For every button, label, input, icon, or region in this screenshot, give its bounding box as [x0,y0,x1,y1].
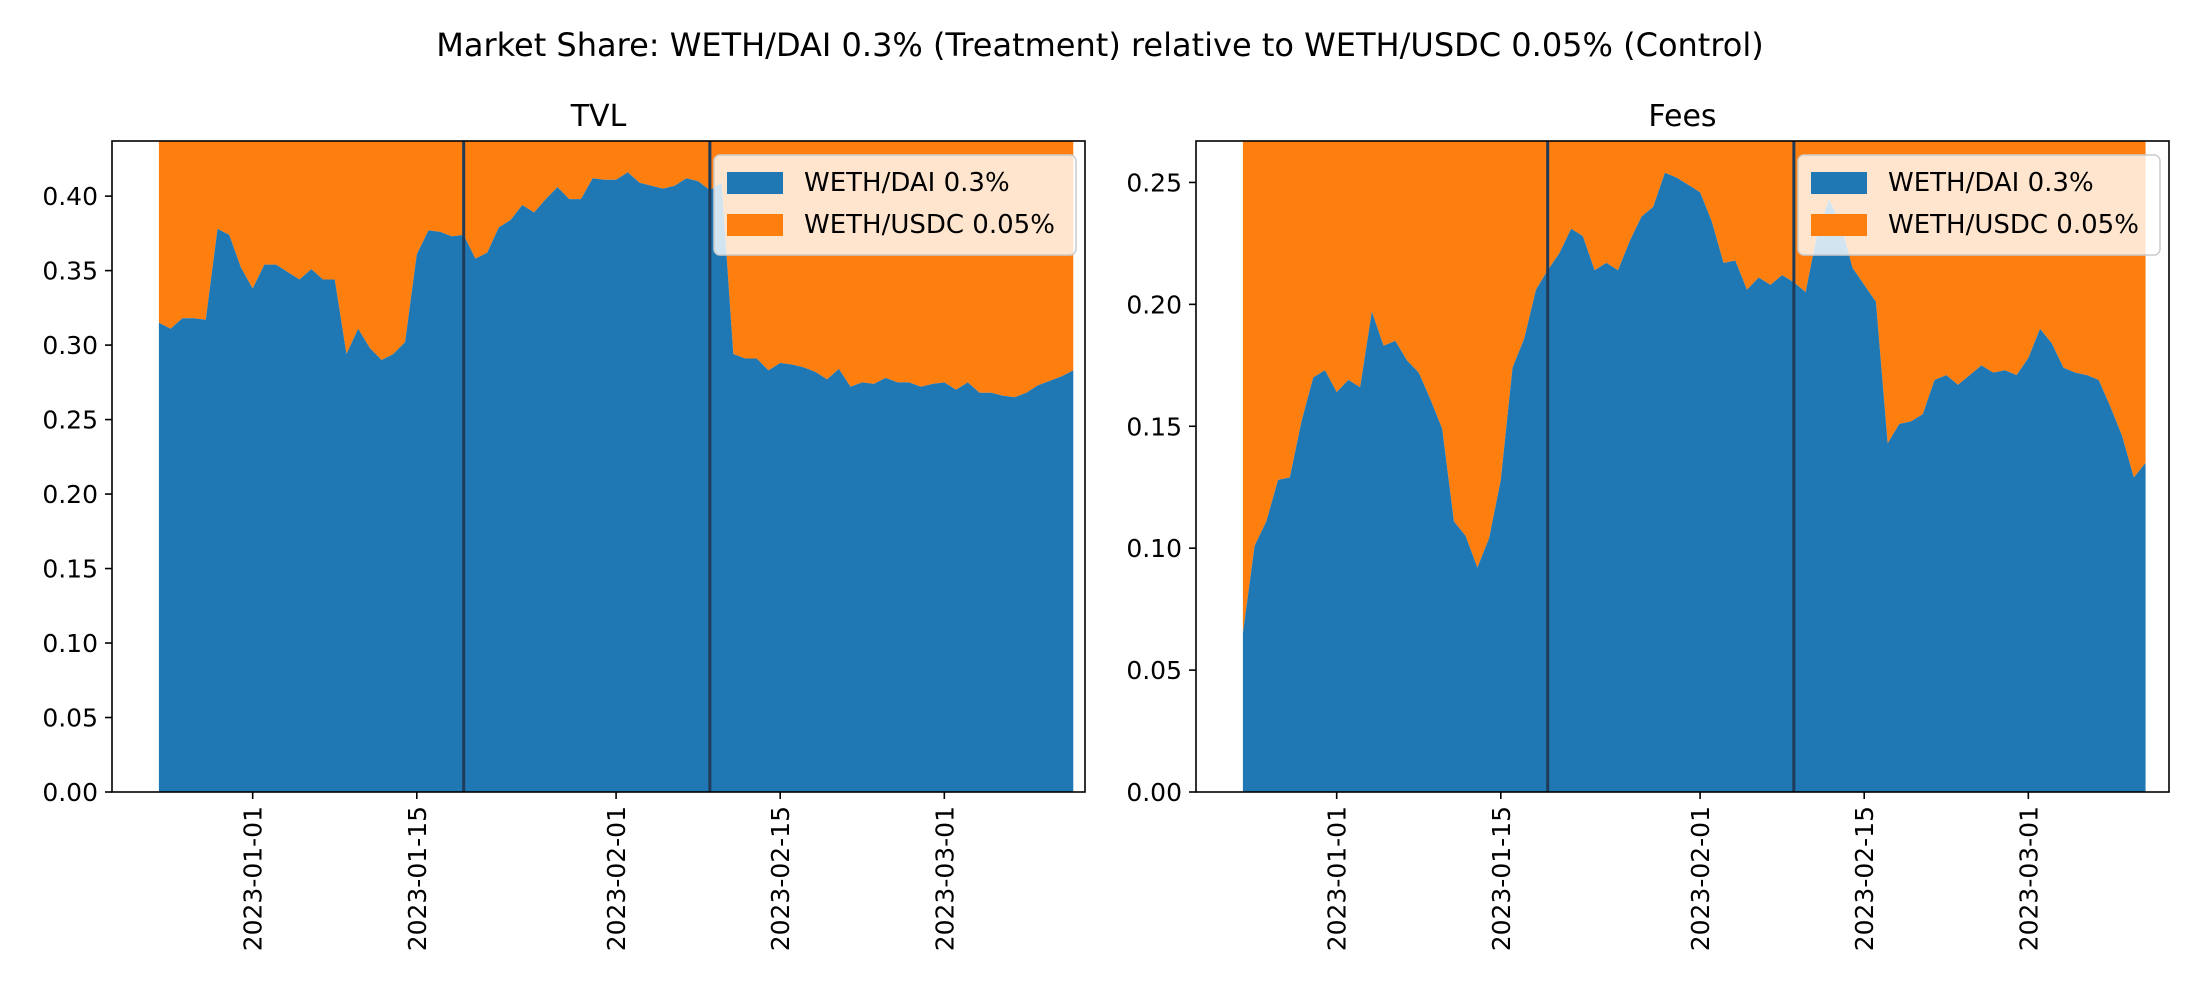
fees-ytick-label-2: 0.10 [1126,534,1182,563]
fees-xtick-label-3: 2023-02-15 [1850,806,1879,951]
tvl-legend-label-weth-dai-0-3: WETH/DAI 0.3% [804,168,1010,198]
fees-ytick-label-4: 0.20 [1126,290,1182,319]
fees-plot-area [1242,141,2146,792]
fees-ytick-label-0: 0.00 [1126,778,1182,807]
tvl-panel: 0.00 0.05 0.10 0.15 0.20 0.25 0.30 0.35 0.40 2023… [42,99,1086,951]
tvl-xtick-label-1: 2023-01-15 [403,806,432,951]
tvl-ytick-label-0: 0.00 [42,778,98,807]
tvl-ytick-label-1: 0.05 [42,704,98,733]
tvl-xtick-label-4: 2023-03-01 [930,806,959,951]
fees-legend-box [1797,154,2161,256]
tvl-axes-frame [111,140,1086,793]
fees-ytick-label-3: 0.15 [1126,412,1182,441]
fees-legend-swatch-weth-dai-0-3 [1811,172,1867,194]
tvl-ytick-label-7: 0.35 [42,257,98,286]
fees-panel: 0.00 0.05 0.10 0.15 0.20 0.25 2023-01-01 2023-0… [1126,99,2170,951]
tvl-ytick-label-8: 0.40 [42,182,98,211]
tvl-panel-title: TVL [570,99,627,134]
fees-xtick-label-1: 2023-01-15 [1487,806,1516,951]
tvl-ytick-label-4: 0.20 [42,480,98,509]
fees-legend: WETH/DAI 0.3% WETH/USDC 0.05% [1797,154,2161,256]
tvl-xtick-label-2: 2023-02-01 [602,806,631,951]
fees-panel-title: Fees [1648,99,1716,134]
figure-title: Market Share: WETH/DAI 0.3% (Treatment) … [436,26,1764,64]
tvl-xtick-label-3: 2023-02-15 [766,806,795,951]
tvl-legend-swatch-weth-usdc-0-05 [727,214,783,236]
tvl-legend-label-weth-usdc-0-05: WETH/USDC 0.05% [804,210,1055,240]
fees-legend-label-weth-dai-0-3: WETH/DAI 0.3% [1888,168,2094,198]
fees-xtick-label-0: 2023-01-01 [1323,806,1352,951]
fees-axes-frame [1195,140,2170,793]
tvl-ytick-label-2: 0.10 [42,629,98,658]
tvl-legend: WETH/DAI 0.3% WETH/USDC 0.05% [713,154,1077,256]
fees-ytick-label-1: 0.05 [1126,656,1182,685]
tvl-legend-box [713,154,1077,256]
tvl-area-weth-dai [158,172,1074,792]
tvl-ytick-label-6: 0.30 [42,331,98,360]
fees-legend-label-weth-usdc-0-05: WETH/USDC 0.05% [1888,210,2139,240]
fees-legend-swatch-weth-usdc-0-05 [1811,214,1867,236]
tvl-ytick-label-5: 0.25 [42,406,98,435]
tvl-ytick-label-3: 0.15 [42,555,98,584]
tvl-legend-swatch-weth-dai-0-3 [727,172,783,194]
tvl-xtick-label-0: 2023-01-01 [239,806,268,951]
fees-area-weth-usdc [1242,141,2146,634]
fees-xtick-label-4: 2023-03-01 [2014,806,2043,951]
fees-area-weth-dai [1242,172,2146,792]
fees-ytick-label-5: 0.25 [1126,168,1182,197]
fees-xtick-label-2: 2023-02-01 [1686,806,1715,951]
